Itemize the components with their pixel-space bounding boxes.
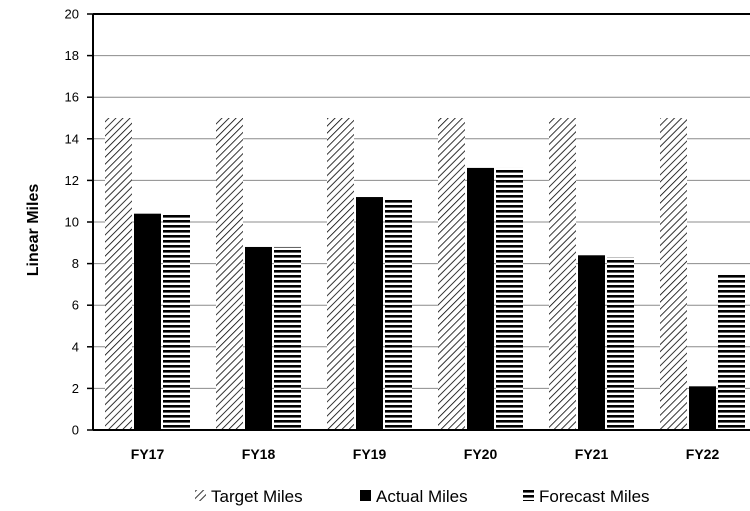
x-tick-labels: FY17 FY18 FY19 FY20 FY21 FY22	[131, 446, 720, 462]
y-tick-label: 4	[72, 339, 79, 354]
bar-forecast-miles-fy22	[718, 274, 745, 430]
bar-actual-miles-fy18	[245, 246, 272, 430]
legend-label: Forecast Miles	[539, 487, 650, 506]
bar-target-miles-fy17	[105, 118, 132, 430]
bar-actual-miles-fy17	[134, 213, 161, 430]
x-tick-label: FY20	[464, 446, 498, 462]
y-tick-label: 2	[72, 381, 79, 396]
bar-actual-miles-fy19	[356, 197, 383, 430]
bar-target-miles-fy20	[438, 118, 465, 430]
bar-target-miles-fy21	[549, 118, 576, 430]
bar-target-miles-fy19	[327, 118, 354, 430]
legend-swatch-target-miles	[195, 490, 206, 501]
bars	[105, 118, 745, 431]
y-tick-label: 12	[65, 173, 79, 188]
bar-forecast-miles-fy17	[163, 213, 190, 430]
y-tick-label: 6	[72, 298, 79, 313]
y-axis-label: Linear Miles	[25, 184, 42, 277]
legend: Target Miles Actual Miles Forecast Miles	[195, 487, 650, 506]
bar-actual-miles-fy21	[578, 255, 605, 430]
legend-swatch-forecast-miles	[523, 490, 534, 501]
bar-forecast-miles-fy20	[496, 167, 523, 431]
bar-forecast-miles-fy18	[274, 246, 301, 430]
gridlines	[93, 55, 750, 389]
bar-forecast-miles-fy21	[607, 257, 634, 430]
y-tick-label: 20	[65, 7, 79, 22]
bar-forecast-miles-fy19	[385, 199, 412, 430]
legend-swatch-actual-miles	[360, 490, 371, 501]
y-tick-labels: 0 2 4 6 8 10 12 14 16 18 20	[65, 7, 79, 438]
y-tick-label: 10	[65, 215, 79, 230]
bar-actual-miles-fy22	[689, 386, 716, 430]
y-tick-label: 16	[65, 90, 79, 105]
x-tick-label: FY21	[575, 446, 609, 462]
legend-label: Actual Miles	[376, 487, 468, 506]
bar-target-miles-fy22	[660, 118, 687, 430]
y-tick-label: 18	[65, 48, 79, 63]
bar-target-miles-fy18	[216, 118, 243, 430]
x-tick-label: FY19	[353, 446, 387, 462]
legend-label: Target Miles	[211, 487, 303, 506]
x-tick-label: FY17	[131, 446, 165, 462]
bar-actual-miles-fy20	[467, 167, 494, 431]
y-tick-label: 14	[65, 131, 79, 146]
axes	[87, 13, 750, 431]
x-tick-label: FY18	[242, 446, 276, 462]
y-tick-label: 0	[72, 423, 79, 438]
x-tick-label: FY22	[686, 446, 720, 462]
y-tick-label: 8	[72, 256, 79, 271]
